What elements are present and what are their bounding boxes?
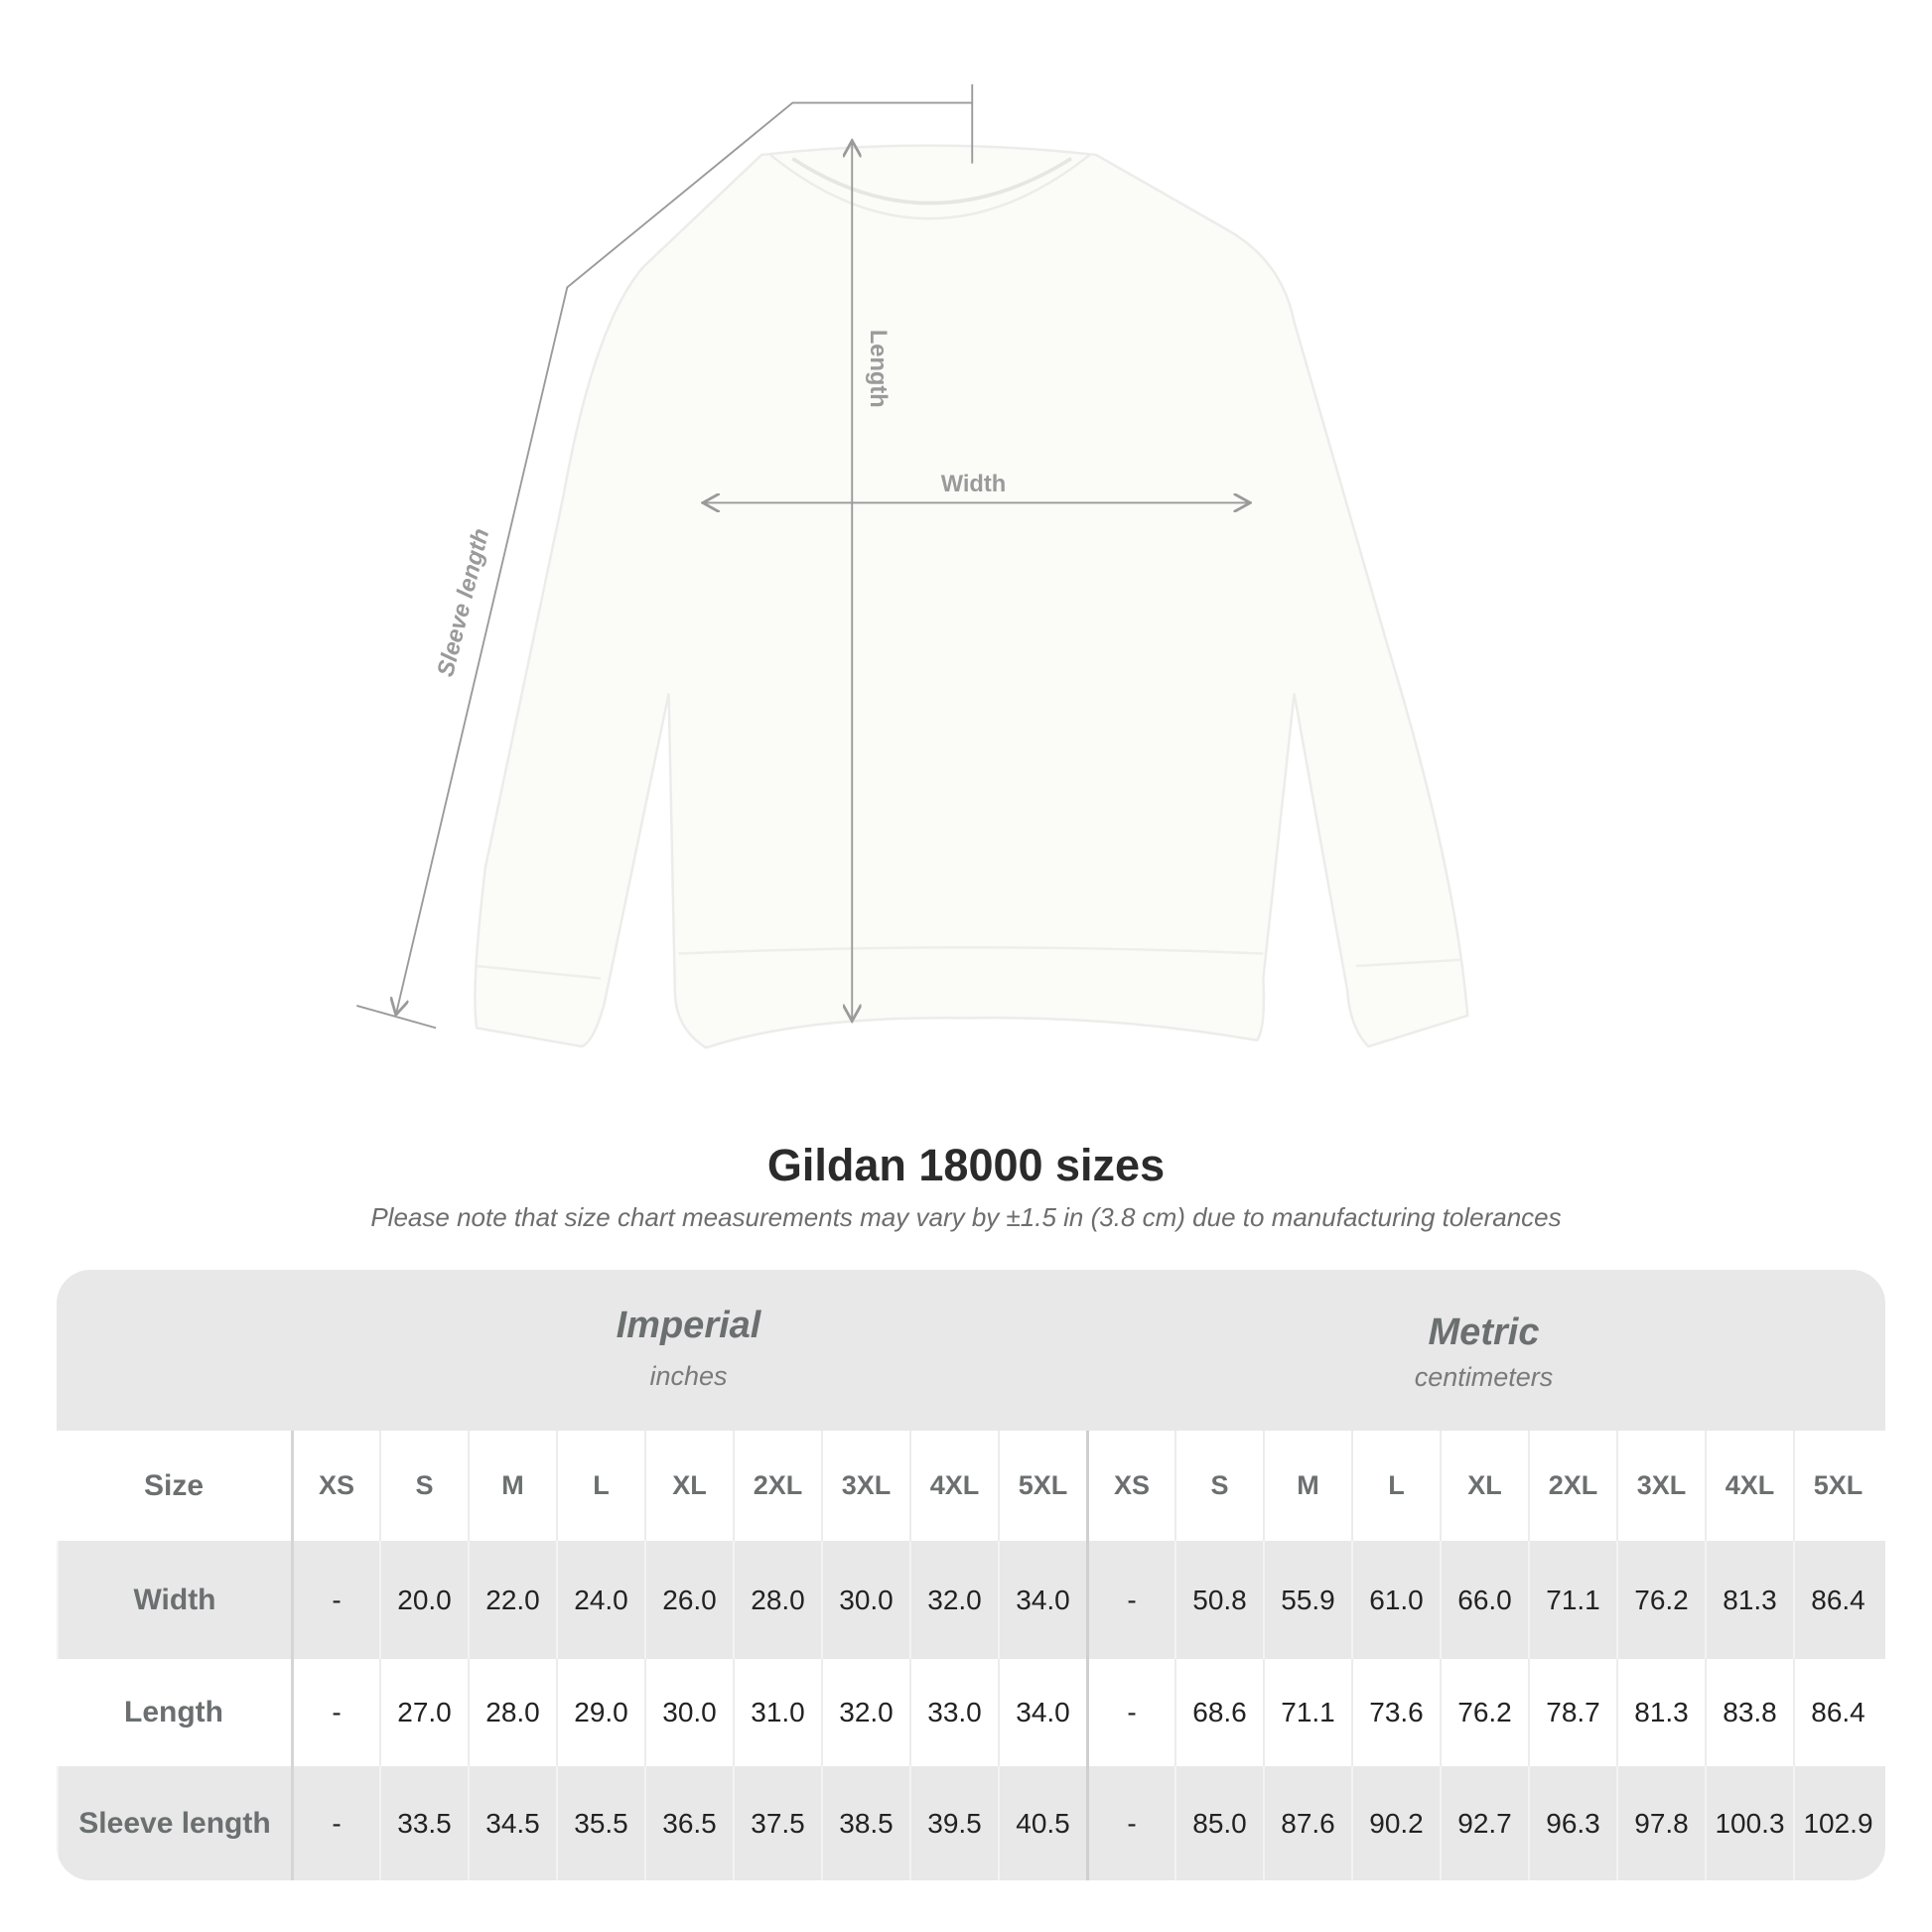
metric-label: Metric [1428,1311,1540,1353]
imperial-value-cell: 20.0 [379,1541,468,1659]
metric-size-xs: XS [1086,1431,1174,1541]
table-row-width: Width -20.0 22.0 24.0 26.0 28.0 30.0 32.0 34.0-5… [57,1541,1885,1659]
imperial-value-cell: 30.0 [644,1659,733,1766]
metric-value-cell: 76.2 [1616,1541,1705,1659]
metric-size-l: L [1351,1431,1440,1541]
metric-value-cell: 86.4 [1793,1541,1881,1659]
sweatshirt-image [474,144,1469,1049]
width-label: Width [941,472,1007,497]
metric-value-cell: 73.6 [1351,1659,1440,1766]
imperial-size-m: M [468,1431,556,1541]
tolerance-note: Please note that size chart measurements… [370,1202,1562,1232]
metric-value-cell: 78.7 [1528,1659,1616,1766]
metric-value-cell: 61.0 [1351,1541,1440,1659]
imperial-size-s: S [379,1431,468,1541]
imperial-value-cell: 28.0 [468,1659,556,1766]
imperial-value-cell: 32.0 [909,1541,998,1659]
metric-value-cell: 100.3 [1705,1766,1793,1880]
imperial-value-cell: 24.0 [556,1541,644,1659]
metric-value-cell: 92.7 [1440,1766,1528,1880]
imperial-size-3xl: 3XL [821,1431,909,1541]
table-row-length: Length -27.0 28.0 29.0 30.0 31.0 32.0 33.0 34.0-… [57,1659,1885,1766]
metric-value-cell: - [1086,1541,1174,1659]
size-header-label: Size [143,1468,205,1502]
metric-size-xl: XL [1440,1431,1528,1541]
metric-value-cell: 83.8 [1705,1659,1793,1766]
metric-size-m: M [1263,1431,1351,1541]
metric-size-5xl: 5XL [1793,1431,1881,1541]
chart-title: Gildan 18000 sizes [766,1140,1166,1190]
imperial-value-cell: 26.0 [644,1541,733,1659]
metric-value-cell: 81.3 [1616,1659,1705,1766]
metric-value-cell: 68.6 [1174,1659,1263,1766]
imperial-value-cell: 31.0 [733,1659,821,1766]
metric-value-cell: 102.9 [1793,1766,1881,1880]
sleeve-length-label: Sleeve length [433,526,494,679]
imperial-unit: inches [649,1361,728,1391]
metric-value-cell: 50.8 [1174,1541,1263,1659]
imperial-value-cell: 30.0 [821,1541,909,1659]
metric-value-cell: 66.0 [1440,1541,1528,1659]
row-label: Width [57,1541,291,1659]
imperial-value-cell: 34.0 [998,1659,1086,1766]
metric-size-3xl: 3XL [1616,1431,1705,1541]
metric-value-cell: 87.6 [1263,1766,1351,1880]
imperial-value-cell: 32.0 [821,1659,909,1766]
metric-size-4xl: 4XL [1705,1431,1793,1541]
metric-size-2xl: 2XL [1528,1431,1616,1541]
metric-value-cell: - [1086,1766,1174,1880]
imperial-header: Imperial inches [291,1270,1086,1431]
row-label: Sleeve length [57,1766,291,1880]
table-row-sleeve-length: Sleeve length -33.5 34.5 35.5 36.5 37.5 38.5 39… [57,1766,1885,1880]
imperial-size-l: L [556,1431,644,1541]
metric-value-cell: 86.4 [1793,1659,1881,1766]
metric-value-cell: 81.3 [1705,1541,1793,1659]
metric-size-s: S [1174,1431,1263,1541]
imperial-size-2xl: 2XL [733,1431,821,1541]
imperial-value-cell: 37.5 [733,1766,821,1880]
imperial-value-cell: 33.0 [909,1659,998,1766]
imperial-value-cell: - [291,1541,379,1659]
imperial-size-xl: XL [644,1431,733,1541]
row-label: Length [124,1696,223,1728]
imperial-value-cell: 34.0 [998,1541,1086,1659]
imperial-label: Imperial [616,1305,761,1346]
metric-value-cell: - [1086,1659,1174,1766]
imperial-value-cell: 29.0 [556,1659,644,1766]
imperial-value-cell: 22.0 [468,1541,556,1659]
imperial-value-cell: 38.5 [821,1766,909,1880]
metric-value-cell: 97.8 [1616,1766,1705,1880]
metric-value-cell: 55.9 [1263,1541,1351,1659]
metric-value-cell: 71.1 [1528,1541,1616,1659]
imperial-value-cell: 33.5 [379,1766,468,1880]
imperial-size-xs: XS [291,1431,379,1541]
metric-unit: centimeters [1414,1362,1554,1392]
metric-header: Metric centimeters [1086,1270,1881,1431]
length-label: Length [865,330,891,408]
imperial-value-cell: 36.5 [644,1766,733,1880]
imperial-value-cell: - [291,1659,379,1766]
imperial-value-cell: 34.5 [468,1766,556,1880]
metric-value-cell: 85.0 [1174,1766,1263,1880]
imperial-value-cell: 39.5 [909,1766,998,1880]
imperial-value-cell: 40.5 [998,1766,1086,1880]
imperial-value-cell: 35.5 [556,1766,644,1880]
size-header-row: Size XS S M L XL 2XL 3XL 4XL 5XL XS S M L XL 2XL 3XL 4XL 5… [57,1431,1885,1541]
metric-value-cell: 71.1 [1263,1659,1351,1766]
imperial-value-cell: 27.0 [379,1659,468,1766]
imperial-size-4xl: 4XL [909,1431,998,1541]
imperial-value-cell: 28.0 [733,1541,821,1659]
metric-value-cell: 96.3 [1528,1766,1616,1880]
imperial-size-5xl: 5XL [998,1431,1086,1541]
sleeve-length-line [396,83,974,1014]
metric-value-cell: 76.2 [1440,1659,1528,1766]
imperial-value-cell: - [291,1766,379,1880]
size-table: Imperial inches Metric centimeters Size X… [57,1270,1885,1880]
metric-value-cell: 90.2 [1351,1766,1440,1880]
